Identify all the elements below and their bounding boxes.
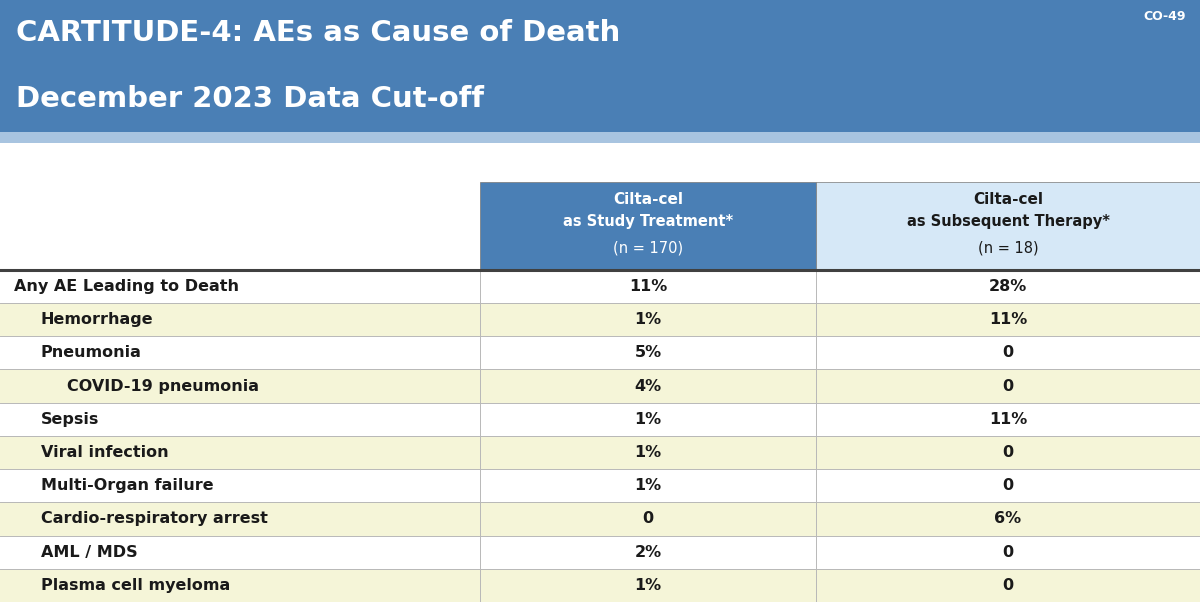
Text: COVID-19 pneumonia: COVID-19 pneumonia bbox=[67, 379, 259, 394]
Bar bbox=[0, 569, 1200, 602]
Bar bbox=[0, 436, 1200, 469]
Text: Sepsis: Sepsis bbox=[41, 412, 100, 427]
Text: CO-49: CO-49 bbox=[1144, 10, 1186, 23]
Text: (n = 18): (n = 18) bbox=[978, 240, 1038, 255]
Text: 6%: 6% bbox=[995, 512, 1021, 526]
Bar bbox=[0, 370, 1200, 403]
Text: December 2023 Data Cut-off: December 2023 Data Cut-off bbox=[16, 85, 484, 113]
Text: Multi-Organ failure: Multi-Organ failure bbox=[41, 478, 214, 493]
Text: 5%: 5% bbox=[635, 346, 661, 360]
Bar bbox=[0, 132, 1200, 143]
Text: 11%: 11% bbox=[989, 312, 1027, 327]
Bar bbox=[0, 270, 1200, 303]
Text: 0: 0 bbox=[1002, 346, 1014, 360]
Text: 11%: 11% bbox=[629, 279, 667, 294]
Text: Cilta-cel: Cilta-cel bbox=[613, 192, 683, 207]
Bar bbox=[0, 403, 1200, 436]
Text: Plasma cell myeloma: Plasma cell myeloma bbox=[41, 578, 230, 593]
Bar bbox=[816, 182, 1200, 270]
Text: as Subsequent Therapy*: as Subsequent Therapy* bbox=[906, 214, 1110, 229]
Bar bbox=[0, 502, 1200, 536]
Text: Pneumonia: Pneumonia bbox=[41, 346, 142, 360]
Text: AML / MDS: AML / MDS bbox=[41, 545, 138, 560]
Text: 0: 0 bbox=[1002, 545, 1014, 560]
Text: 1%: 1% bbox=[635, 412, 661, 427]
Text: 28%: 28% bbox=[989, 279, 1027, 294]
Text: Any AE Leading to Death: Any AE Leading to Death bbox=[14, 279, 240, 294]
Bar bbox=[480, 182, 816, 270]
Text: as Study Treatment*: as Study Treatment* bbox=[563, 214, 733, 229]
Text: 0: 0 bbox=[1002, 578, 1014, 593]
Text: Cilta-cel: Cilta-cel bbox=[973, 192, 1043, 207]
Text: CARTITUDE-4: AEs as Cause of Death: CARTITUDE-4: AEs as Cause of Death bbox=[16, 19, 620, 47]
Text: Viral infection: Viral infection bbox=[41, 445, 168, 460]
Bar bbox=[0, 0, 1200, 132]
Bar bbox=[0, 469, 1200, 502]
Text: 1%: 1% bbox=[635, 312, 661, 327]
Text: 0: 0 bbox=[642, 512, 654, 526]
Text: 0: 0 bbox=[1002, 379, 1014, 394]
Bar bbox=[0, 536, 1200, 569]
Text: 11%: 11% bbox=[989, 412, 1027, 427]
Bar bbox=[0, 336, 1200, 370]
Text: (n = 170): (n = 170) bbox=[613, 240, 683, 255]
Text: 2%: 2% bbox=[635, 545, 661, 560]
Text: Cardio-respiratory arrest: Cardio-respiratory arrest bbox=[41, 512, 268, 526]
Text: 1%: 1% bbox=[635, 445, 661, 460]
Text: Hemorrhage: Hemorrhage bbox=[41, 312, 154, 327]
Text: 0: 0 bbox=[1002, 445, 1014, 460]
Text: 0: 0 bbox=[1002, 478, 1014, 493]
Text: 4%: 4% bbox=[635, 379, 661, 394]
Text: 1%: 1% bbox=[635, 478, 661, 493]
Bar bbox=[0, 303, 1200, 336]
Text: 1%: 1% bbox=[635, 578, 661, 593]
